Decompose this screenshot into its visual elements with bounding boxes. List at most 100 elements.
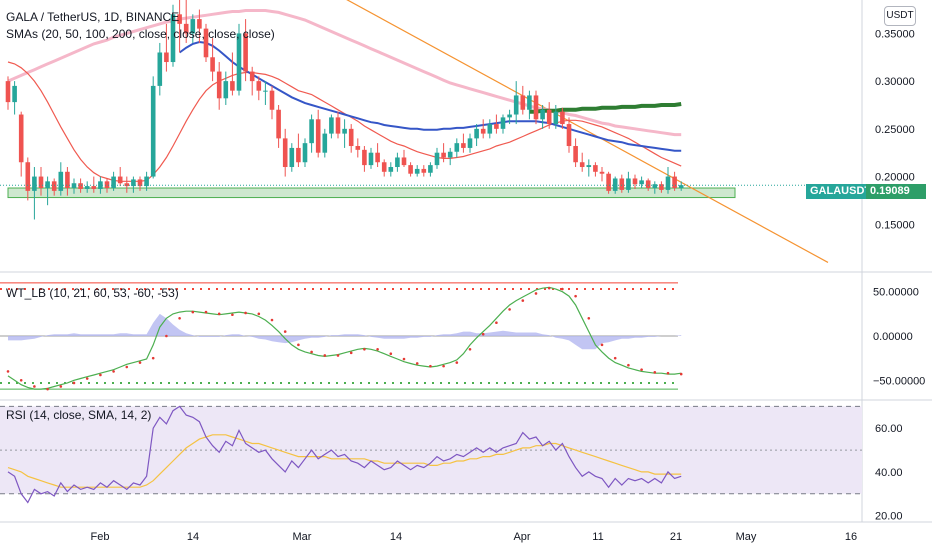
time-tick-label: May [736,531,757,543]
candle-body [659,184,664,190]
candle-body [480,128,486,134]
candle-body [355,146,361,150]
wt2-dots-dot [310,350,313,354]
candle-body [500,117,506,129]
sma100-line [7,9,682,137]
candle-body [309,119,314,144]
rsi-ma-line [7,434,682,488]
candle-body [190,19,196,34]
wt2-dots-dot [547,286,551,290]
wt-legend[interactable]: WT_LB (10, 21, 60, 53, -60, -53) [6,286,179,300]
candle-body [249,71,255,82]
candle-body [256,81,262,91]
wt2-dots-dot [244,311,247,315]
wt2-dots-dot [85,377,89,380]
rsi-tick-label: 40.00 [875,467,903,479]
candle-body [381,162,387,172]
candle-body [203,28,209,58]
sma50-line [179,40,682,152]
candle-body [586,165,592,168]
candle-body [513,95,519,115]
rsi-legend[interactable]: RSI (14, close, SMA, 14, 2) [6,408,152,422]
candle-body [289,147,295,168]
candle-body [626,178,631,190]
candle-body [368,152,374,166]
wt2-dots-dot [429,364,432,368]
candle-body [441,152,446,158]
wt2-dots-dot [640,368,643,371]
candle-body [652,184,658,189]
time-tick-label: 16 [845,531,857,543]
candle-body [348,128,354,147]
candle-body [342,128,347,134]
candle-body [322,133,328,153]
wt2-dots-dot [217,312,221,316]
candle-body [566,124,572,147]
candle-body [150,85,156,177]
price-tick-label: 0.30000 [875,76,915,88]
candles [5,0,684,220]
candle-body [282,138,288,168]
wt2-dots-dot [178,316,181,320]
candle-body [507,114,512,118]
candle-body [553,111,559,125]
wt2-dots-dot [653,371,657,374]
candle-body [210,57,215,72]
currency-scale-button[interactable]: USDT [884,6,916,26]
candle-body [593,165,598,172]
wt2-dots-dot [455,361,459,364]
candle-body [111,176,116,189]
wt2-dots-dot [495,321,498,325]
candle-body [665,176,671,190]
candle-body [401,157,407,166]
candle-body [573,146,578,163]
price-tick-label: 0.15000 [875,219,915,231]
wt2-dots-dot [376,347,379,351]
candle-body [78,183,83,189]
time-tick-label: 21 [670,531,682,543]
candle-body [434,152,440,166]
time-tick-label: 11 [592,531,603,543]
wt-tick-label: −50.00000 [873,375,925,387]
wt2-dots-dot [627,363,630,367]
candle-body [183,23,189,34]
symbol-price-tag: GALAUSDT [806,184,876,199]
candle-body [395,157,400,168]
candle-body [599,171,605,174]
candle-body [461,143,466,148]
candle-body [467,138,473,148]
wt2-dots-dot [138,361,142,364]
sma-legend[interactable]: SMAs (20, 50, 100, 200, close, close, cl… [6,27,275,41]
candle-body [32,176,37,191]
candle-body [91,186,97,189]
wt-tick-label: 0.00000 [873,331,913,343]
candle-body [51,181,57,191]
candle-body [678,185,684,189]
wt1-line [7,286,682,390]
candle-body [639,180,644,185]
wt2-dots-dot [283,330,287,333]
candle-body [38,176,44,189]
candle-body [362,149,367,166]
candle-body [612,178,618,191]
wt-histogram-area [8,313,682,350]
time-tick-label: 14 [187,531,199,543]
candle-body [302,143,308,163]
rsi-line [7,405,682,504]
wt2-dots-dot [72,381,76,385]
candle-body [137,179,143,187]
wt2-dots-dot [613,356,617,360]
candle-body [230,81,235,91]
wt2-dots-dot [204,310,208,314]
wt2-dots-dot [323,354,327,357]
wt2-dots-dot [521,299,525,302]
wt2-dots-dot [534,292,538,295]
candle-body [65,171,70,189]
wt2-dots-dot [165,334,168,338]
last-price-tag: 0.19089 [866,184,926,199]
support-zone [7,187,736,199]
candle-body [25,162,31,191]
candle-body [276,109,281,139]
candle-body [335,117,341,134]
